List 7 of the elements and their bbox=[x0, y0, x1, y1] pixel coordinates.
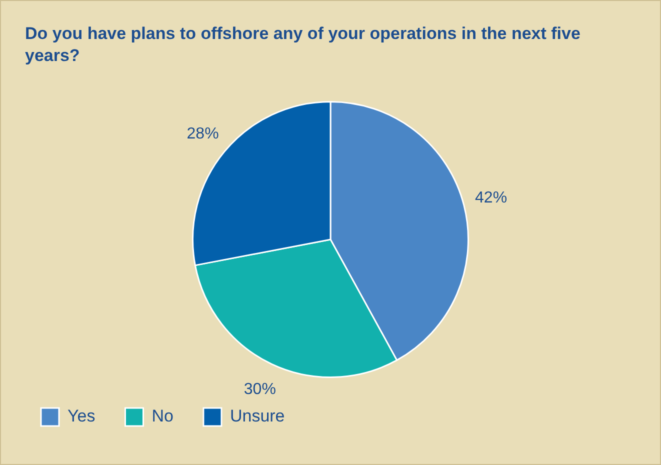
data-label: 30% bbox=[244, 380, 276, 398]
legend-label: Yes bbox=[68, 406, 96, 426]
data-label: 28% bbox=[186, 125, 219, 142]
legend-label: No bbox=[152, 406, 174, 426]
data-label: 42% bbox=[475, 190, 508, 207]
legend-label: Unsure bbox=[230, 406, 285, 426]
chart-title: Do you have plans to offshore any of your operations in the next five years? bbox=[25, 23, 582, 67]
